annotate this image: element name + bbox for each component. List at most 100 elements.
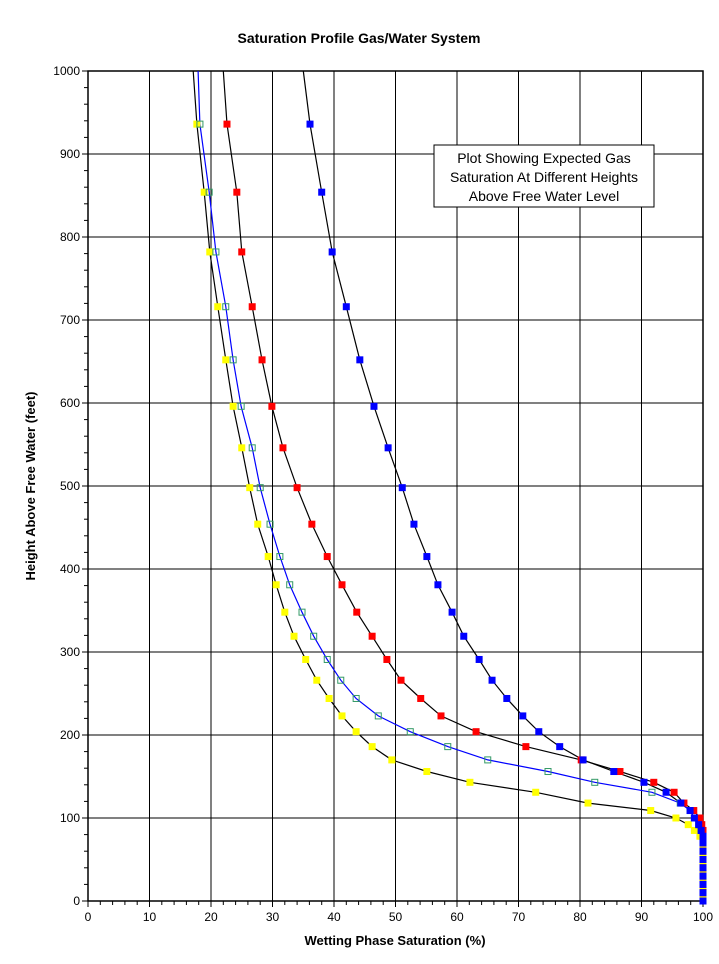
x-tick-label: 70 [512, 910, 526, 924]
x-tick-label: 40 [327, 910, 341, 924]
data-point-series-4 [584, 799, 592, 807]
chart-title: Saturation Profile Gas/Water System [238, 30, 481, 46]
series-line-4 [192, 70, 701, 837]
data-point-series-2 [233, 188, 241, 196]
y-tick-label: 900 [60, 147, 80, 161]
data-point-series-4 [206, 248, 214, 256]
data-point-series-3 [212, 248, 220, 256]
data-point-series-1 [695, 821, 703, 829]
data-point-series-3 [484, 756, 492, 764]
annotation-box: Plot Showing Expected Gas Saturation At … [433, 144, 655, 208]
series-line-2 [222, 70, 703, 825]
data-point-series-4 [690, 826, 698, 834]
data-point-series-2 [650, 778, 658, 786]
data-point-series-1 [370, 402, 378, 410]
data-point-series-4 [325, 694, 333, 702]
data-point-series-1 [662, 788, 670, 796]
x-tick-label: 20 [204, 910, 218, 924]
data-point-series-1 [398, 484, 406, 492]
data-point-series-3 [648, 788, 656, 796]
data-point-series-2 [223, 120, 231, 128]
data-point-series-2 [417, 694, 425, 702]
data-point-series-4 [281, 608, 289, 616]
x-tick-label: 90 [635, 910, 649, 924]
data-point-series-2 [258, 356, 266, 364]
data-point-series-4 [338, 712, 346, 720]
data-point-series-3 [323, 655, 331, 663]
data-point-series-3 [237, 402, 245, 410]
data-point-series-1 [475, 655, 483, 663]
data-point-series-1 [384, 444, 392, 452]
x-tick-label: 30 [266, 910, 280, 924]
data-point-series-1 [690, 814, 698, 822]
data-point-series-2 [293, 484, 301, 492]
data-point-series-3 [205, 188, 213, 196]
data-point-series-3 [222, 303, 230, 311]
x-tick-label: 10 [143, 910, 157, 924]
data-point-series-4 [647, 807, 655, 815]
data-point-series-4 [238, 444, 246, 452]
data-point-series-1 [342, 303, 350, 311]
data-point-series-2 [670, 788, 678, 796]
data-point-series-2 [472, 728, 480, 736]
data-point-series-4 [684, 821, 692, 829]
data-point-series-2 [696, 814, 704, 822]
data-point-series-4 [466, 778, 474, 786]
x-tick-label: 80 [573, 910, 587, 924]
data-point-series-1 [699, 880, 707, 888]
data-point-series-4 [214, 303, 222, 311]
data-point-series-1 [318, 188, 326, 196]
data-point-series-4 [254, 520, 262, 528]
data-point-series-1 [448, 608, 456, 616]
annotation-line-1: Plot Showing Expected Gas [457, 150, 631, 166]
y-tick-label: 700 [60, 313, 80, 327]
data-point-series-2 [238, 248, 246, 256]
data-point-series-3 [591, 778, 599, 786]
data-point-series-1 [699, 864, 707, 872]
data-point-series-1 [556, 743, 564, 751]
y-axis-label: Height Above Free Water (feet) [23, 391, 38, 580]
data-point-series-3 [256, 484, 264, 492]
series-line-3 [197, 70, 702, 831]
y-tick-label: 1000 [53, 64, 80, 78]
data-point-series-3 [298, 608, 306, 616]
data-point-series-4 [423, 768, 431, 776]
data-point-series-1 [699, 856, 707, 863]
axis-ticks: 0 10 20 30 40 50 60 70 80 90 100010020030040050060… [53, 64, 713, 924]
data-point-series-1 [328, 248, 336, 256]
data-point-series-1 [699, 832, 707, 840]
data-point-series-4 [699, 868, 707, 876]
data-point-series-1 [519, 712, 527, 720]
data-point-series-3 [444, 743, 452, 751]
data-point-series-1 [503, 694, 511, 702]
data-point-series-2 [368, 632, 376, 640]
data-point-series-4 [313, 676, 321, 684]
data-point-series-3 [544, 768, 552, 776]
data-point-series-3 [266, 520, 274, 528]
data-point-series-3 [406, 728, 414, 736]
data-point-series-2 [308, 520, 316, 528]
data-point-series-3 [248, 444, 256, 452]
x-axis-label: Wetting Phase Saturation (%) [304, 933, 485, 948]
data-point-series-2 [616, 768, 624, 776]
data-point-series-3 [276, 553, 284, 561]
data-point-series-4 [699, 885, 707, 893]
data-point-series-2 [248, 303, 256, 311]
data-point-series-1 [699, 872, 707, 880]
data-point-series-4 [388, 756, 396, 764]
series-markers [193, 120, 707, 905]
data-point-series-2 [353, 608, 361, 616]
x-tick-label: 50 [389, 910, 403, 924]
data-point-series-4 [272, 581, 280, 589]
data-point-series-2 [437, 712, 445, 720]
data-point-series-1 [356, 356, 364, 364]
y-tick-label: 600 [60, 396, 80, 410]
y-tick-label: 200 [60, 728, 80, 742]
data-point-series-4 [302, 655, 310, 663]
data-point-series-1 [677, 799, 685, 807]
data-point-series-1 [460, 632, 468, 640]
data-point-series-2 [690, 807, 698, 815]
data-point-series-4 [352, 728, 360, 736]
data-point-series-1 [699, 897, 707, 905]
